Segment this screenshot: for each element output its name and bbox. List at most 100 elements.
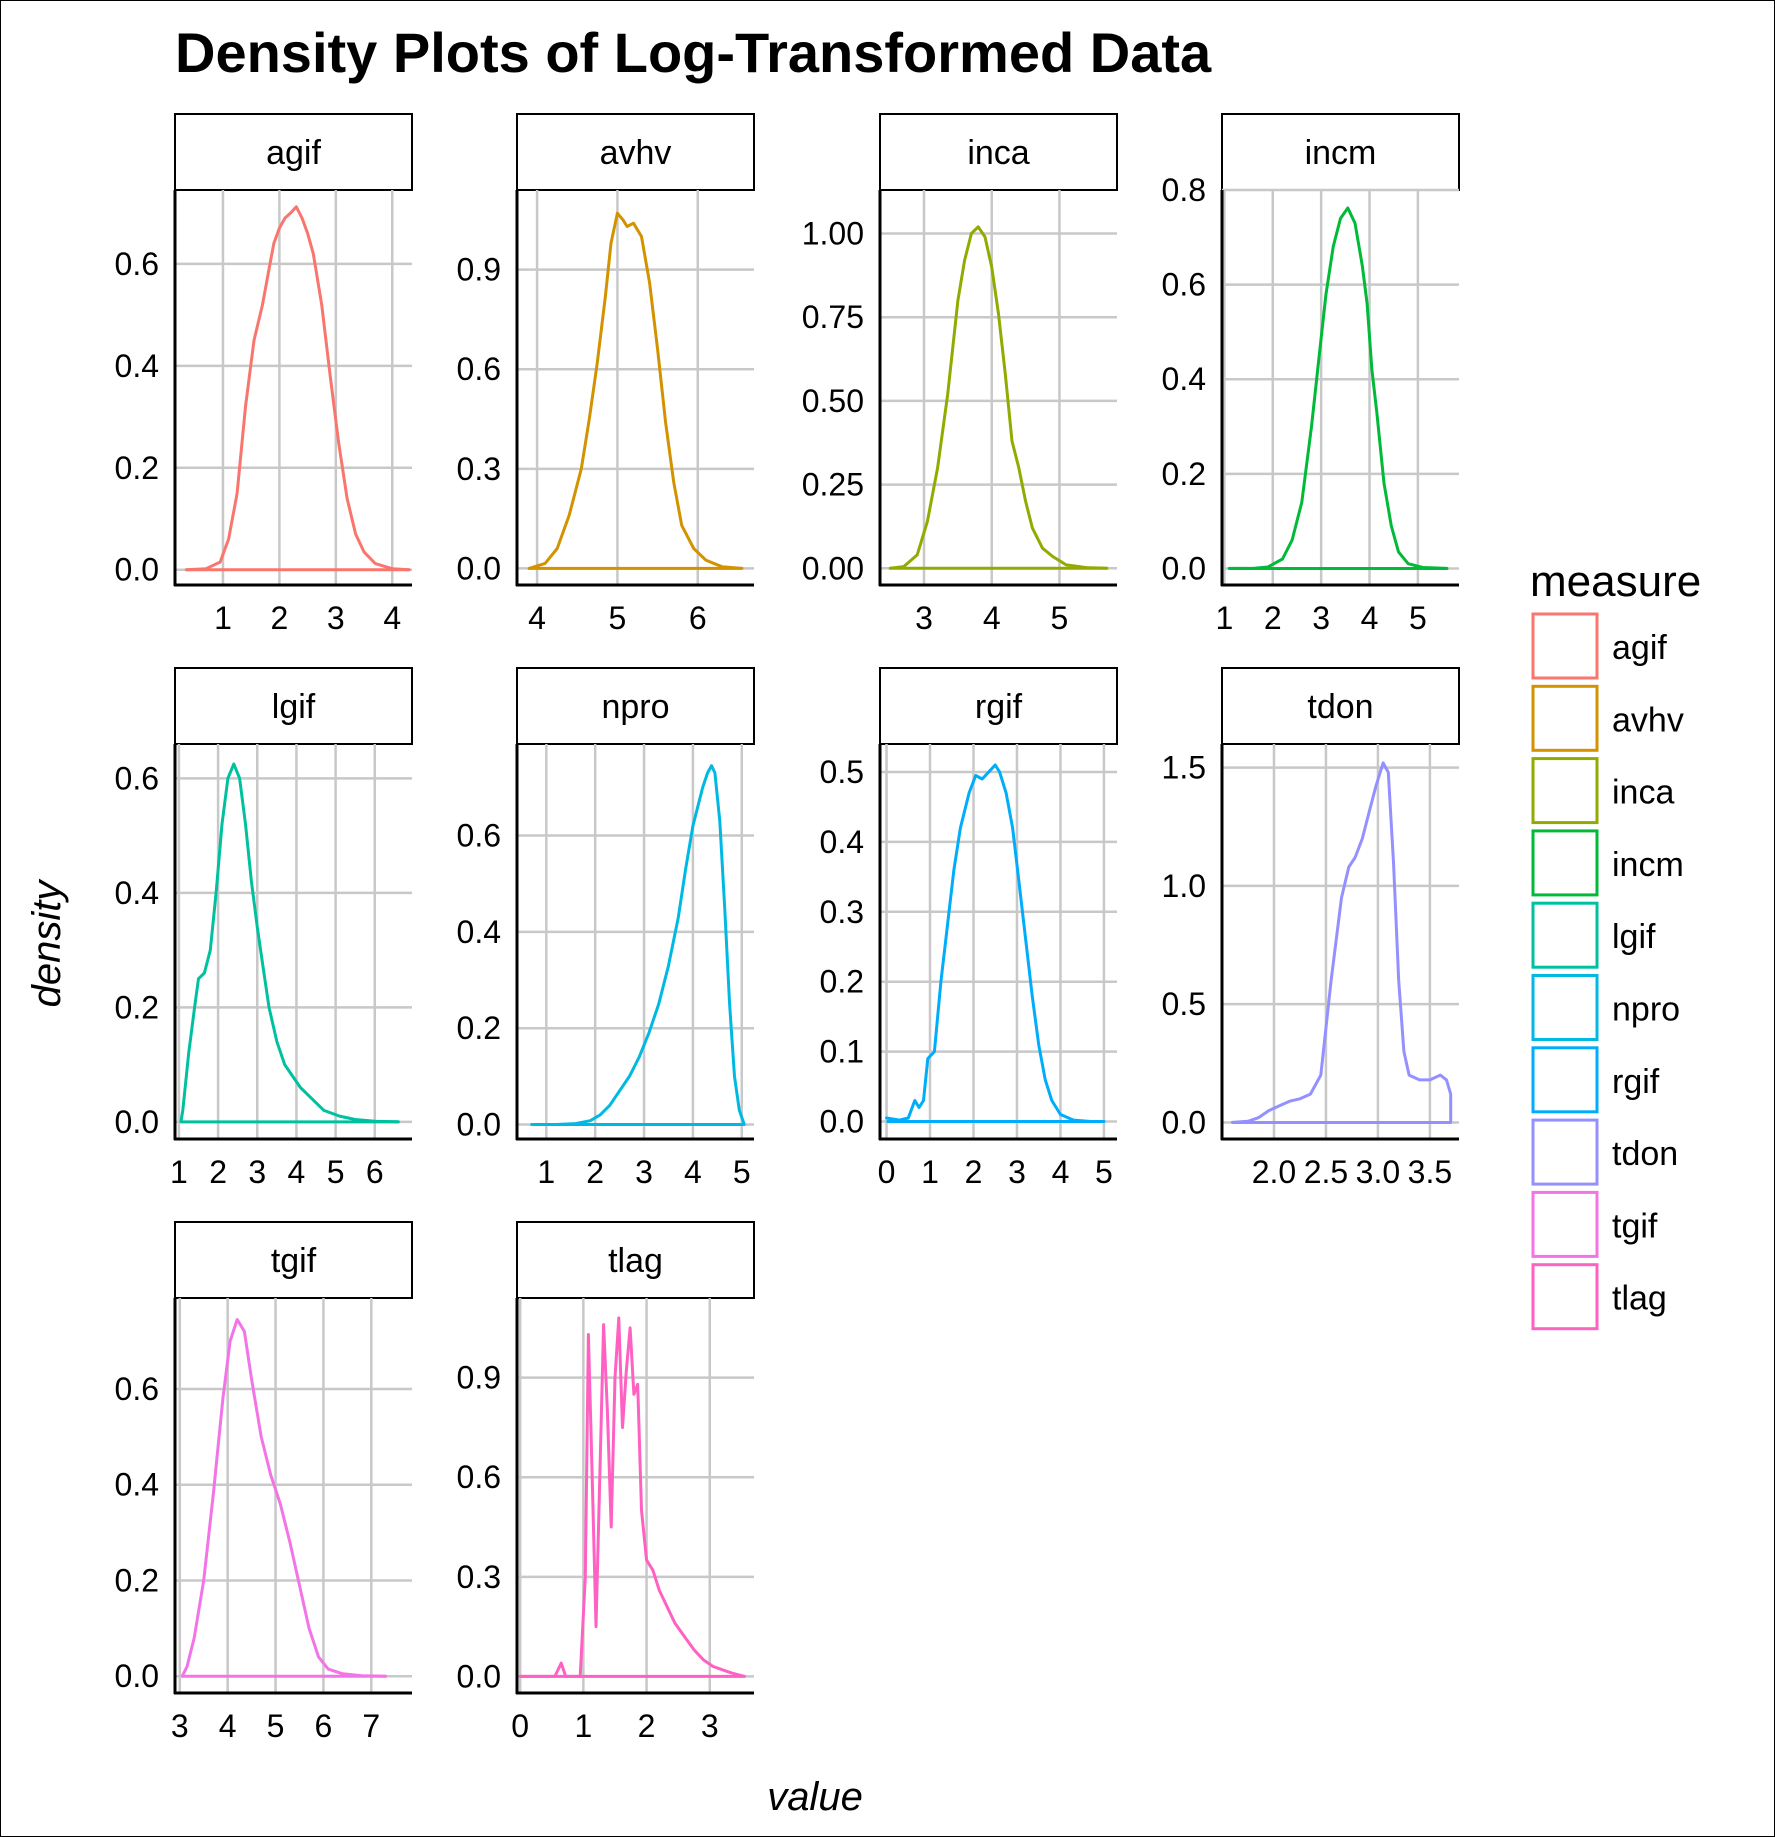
panel-rgif-ytick-label-1: 0.1 [820,1034,864,1070]
panel-npro-ytick-label-3: 0.6 [457,818,501,854]
legend-item-tlag: tlag [1531,1263,1667,1331]
legend-key-npro [1531,974,1599,1041]
panel-avhv-xtick-label-0: 4 [528,600,546,636]
legend-label-agif: agif [1612,629,1667,667]
panel-inca: inca 0.00 0.25 0.50 0.75 1.00 3 4 5 [802,113,1118,636]
panel-agif-strip-label: agif [266,134,321,172]
legend-label-tlag: tlag [1612,1280,1667,1318]
panel-incm-xtick-label-4: 5 [1409,600,1427,636]
panel-avhv-xtick-label-2: 6 [689,600,707,636]
panel-lgif-ytick-label-2: 0.4 [115,875,159,911]
panel-incm-ytick-label-4: 0.8 [1162,172,1206,208]
panel-npro-xtick-label-4: 5 [733,1154,751,1190]
legend-item-rgif: rgif [1531,1046,1660,1114]
panel-lgif-xtick-label-1: 2 [209,1154,227,1190]
panel-inca-ytick-label-3: 0.75 [802,299,864,335]
panel-agif-ytick-label-2: 0.4 [115,348,159,384]
legend-item-npro: npro [1531,974,1680,1041]
panel-tdon-ytick-label-0: 0.0 [1162,1104,1206,1140]
panel-inca-xtick-label-1: 4 [983,600,1001,636]
panel-npro-xtick-label-0: 1 [537,1154,555,1190]
panel-avhv: avhv 0.0 0.3 0.6 0.9 4 5 6 [457,113,755,636]
panel-tdon-strip [1221,667,1460,745]
legend: measure agif avhv inca incm lgif npro rgif tdon… [1530,557,1701,1331]
panel-inca-ytick-label-1: 0.25 [802,467,864,503]
panel-tdon-xtick-label-0: 2.0 [1252,1154,1296,1190]
panel-rgif-ytick-label-0: 0.0 [820,1104,864,1140]
panel-lgif-ytick-label-0: 0.0 [115,1104,159,1140]
panel-npro-xtick-label-3: 4 [684,1154,702,1190]
panel-tlag-strip-label: tlag [608,1242,663,1280]
panel-tdon-ytick-label-1: 0.5 [1162,986,1206,1022]
panel-npro-xtick-label-1: 2 [586,1154,604,1190]
panel-tgif-ytick-label-3: 0.6 [115,1371,159,1407]
legend-label-npro: npro [1612,991,1680,1029]
panel-lgif-xtick-label-5: 6 [366,1154,384,1190]
panel-tdon-xtick-label-3: 3.5 [1408,1154,1452,1190]
panel-agif-grid [175,190,412,585]
panel-lgif-ytick-label-1: 0.2 [115,989,159,1025]
panel-npro-density-line [530,764,746,1126]
panel-incm-strip-label: incm [1305,134,1377,172]
legend-key-tlag [1531,1263,1599,1331]
panel-inca-grid [880,190,1117,585]
y-axis-title: density [25,878,69,1008]
panel-tlag: tlag 0.0 0.3 0.6 0.9 0 1 2 3 [457,1221,755,1744]
panel-tgif-ytick-label-1: 0.2 [115,1562,159,1598]
panel-tgif-grid [175,1298,412,1693]
panel-avhv-ytick-label-3: 0.9 [457,252,501,288]
legend-item-inca: inca [1531,757,1674,825]
panel-rgif-strip-label: rgif [975,688,1023,726]
panel-rgif-xtick-label-0: 0 [878,1154,896,1190]
panel-tdon-xtick-label-2: 3.0 [1356,1154,1400,1190]
panel-agif-density-line [184,205,411,572]
panel-tgif-ytick-label-2: 0.4 [115,1467,159,1503]
panel-npro-ytick-label-1: 0.2 [457,1010,501,1046]
legend-key-incm [1531,829,1599,897]
panel-incm-density-line [1227,206,1449,570]
panel-rgif-xtick-label-3: 3 [1008,1154,1026,1190]
panel-rgif-strip [879,667,1118,745]
panel-rgif-ytick-label-5: 0.5 [820,754,864,790]
panel-incm-ytick-label-0: 0.0 [1162,550,1206,586]
legend-item-lgif: lgif [1531,901,1656,969]
panel-lgif-xtick-label-2: 3 [248,1154,266,1190]
panel-tdon-density-line [1230,761,1453,1124]
panel-tdon-grid [1222,744,1459,1139]
panel-agif-strip [174,113,413,191]
legend-key-inca [1531,757,1599,825]
panel-avhv-ytick-label-0: 0.0 [457,550,501,586]
legend-item-avhv: avhv [1531,684,1684,752]
panel-tlag-density-line [518,1316,746,1678]
legend-items: agif avhv inca incm lgif npro rgif tdon tgif tlag [1531,612,1684,1331]
legend-item-agif: agif [1531,612,1667,680]
legend-key-lgif [1531,901,1599,969]
panel-inca-strip [879,113,1118,191]
panel-rgif-ytick-label-2: 0.2 [820,964,864,1000]
panel-inca-ytick-label-2: 0.50 [802,383,864,419]
panel-npro-xtick-label-2: 3 [635,1154,653,1190]
panel-tlag-ytick-label-0: 0.0 [457,1658,501,1694]
legend-key-avhv [1531,684,1599,752]
panel-agif-ytick-label-0: 0.0 [115,552,159,588]
panel-tgif-xtick-label-0: 3 [171,1708,189,1744]
panel-lgif-xtick-label-4: 5 [327,1154,345,1190]
panel-npro-strip-label: npro [601,688,669,726]
panel-tdon-ytick-label-2: 1.0 [1162,868,1206,904]
panel-incm-strip [1221,113,1460,191]
legend-label-rgif: rgif [1612,1063,1660,1101]
legend-key-tgif [1531,1190,1599,1258]
legend-key-rgif [1531,1046,1599,1114]
legend-item-tdon: tdon [1531,1118,1678,1186]
panel-tgif-ytick-label-0: 0.0 [115,1658,159,1694]
panel-rgif-ytick-label-3: 0.3 [820,894,864,930]
panel-rgif-density-line [885,763,1106,1123]
panel-lgif-ytick-label-3: 0.6 [115,760,159,796]
legend-label-tgif: tgif [1612,1207,1658,1245]
panel-incm-xtick-label-2: 3 [1312,600,1330,636]
legend-item-incm: incm [1531,829,1684,897]
chart-title: Density Plots of Log-Transformed Data [175,21,1212,84]
panel-npro: npro 0.0 0.2 0.4 0.6 1 2 3 4 5 [457,667,755,1190]
legend-label-lgif: lgif [1612,918,1656,956]
